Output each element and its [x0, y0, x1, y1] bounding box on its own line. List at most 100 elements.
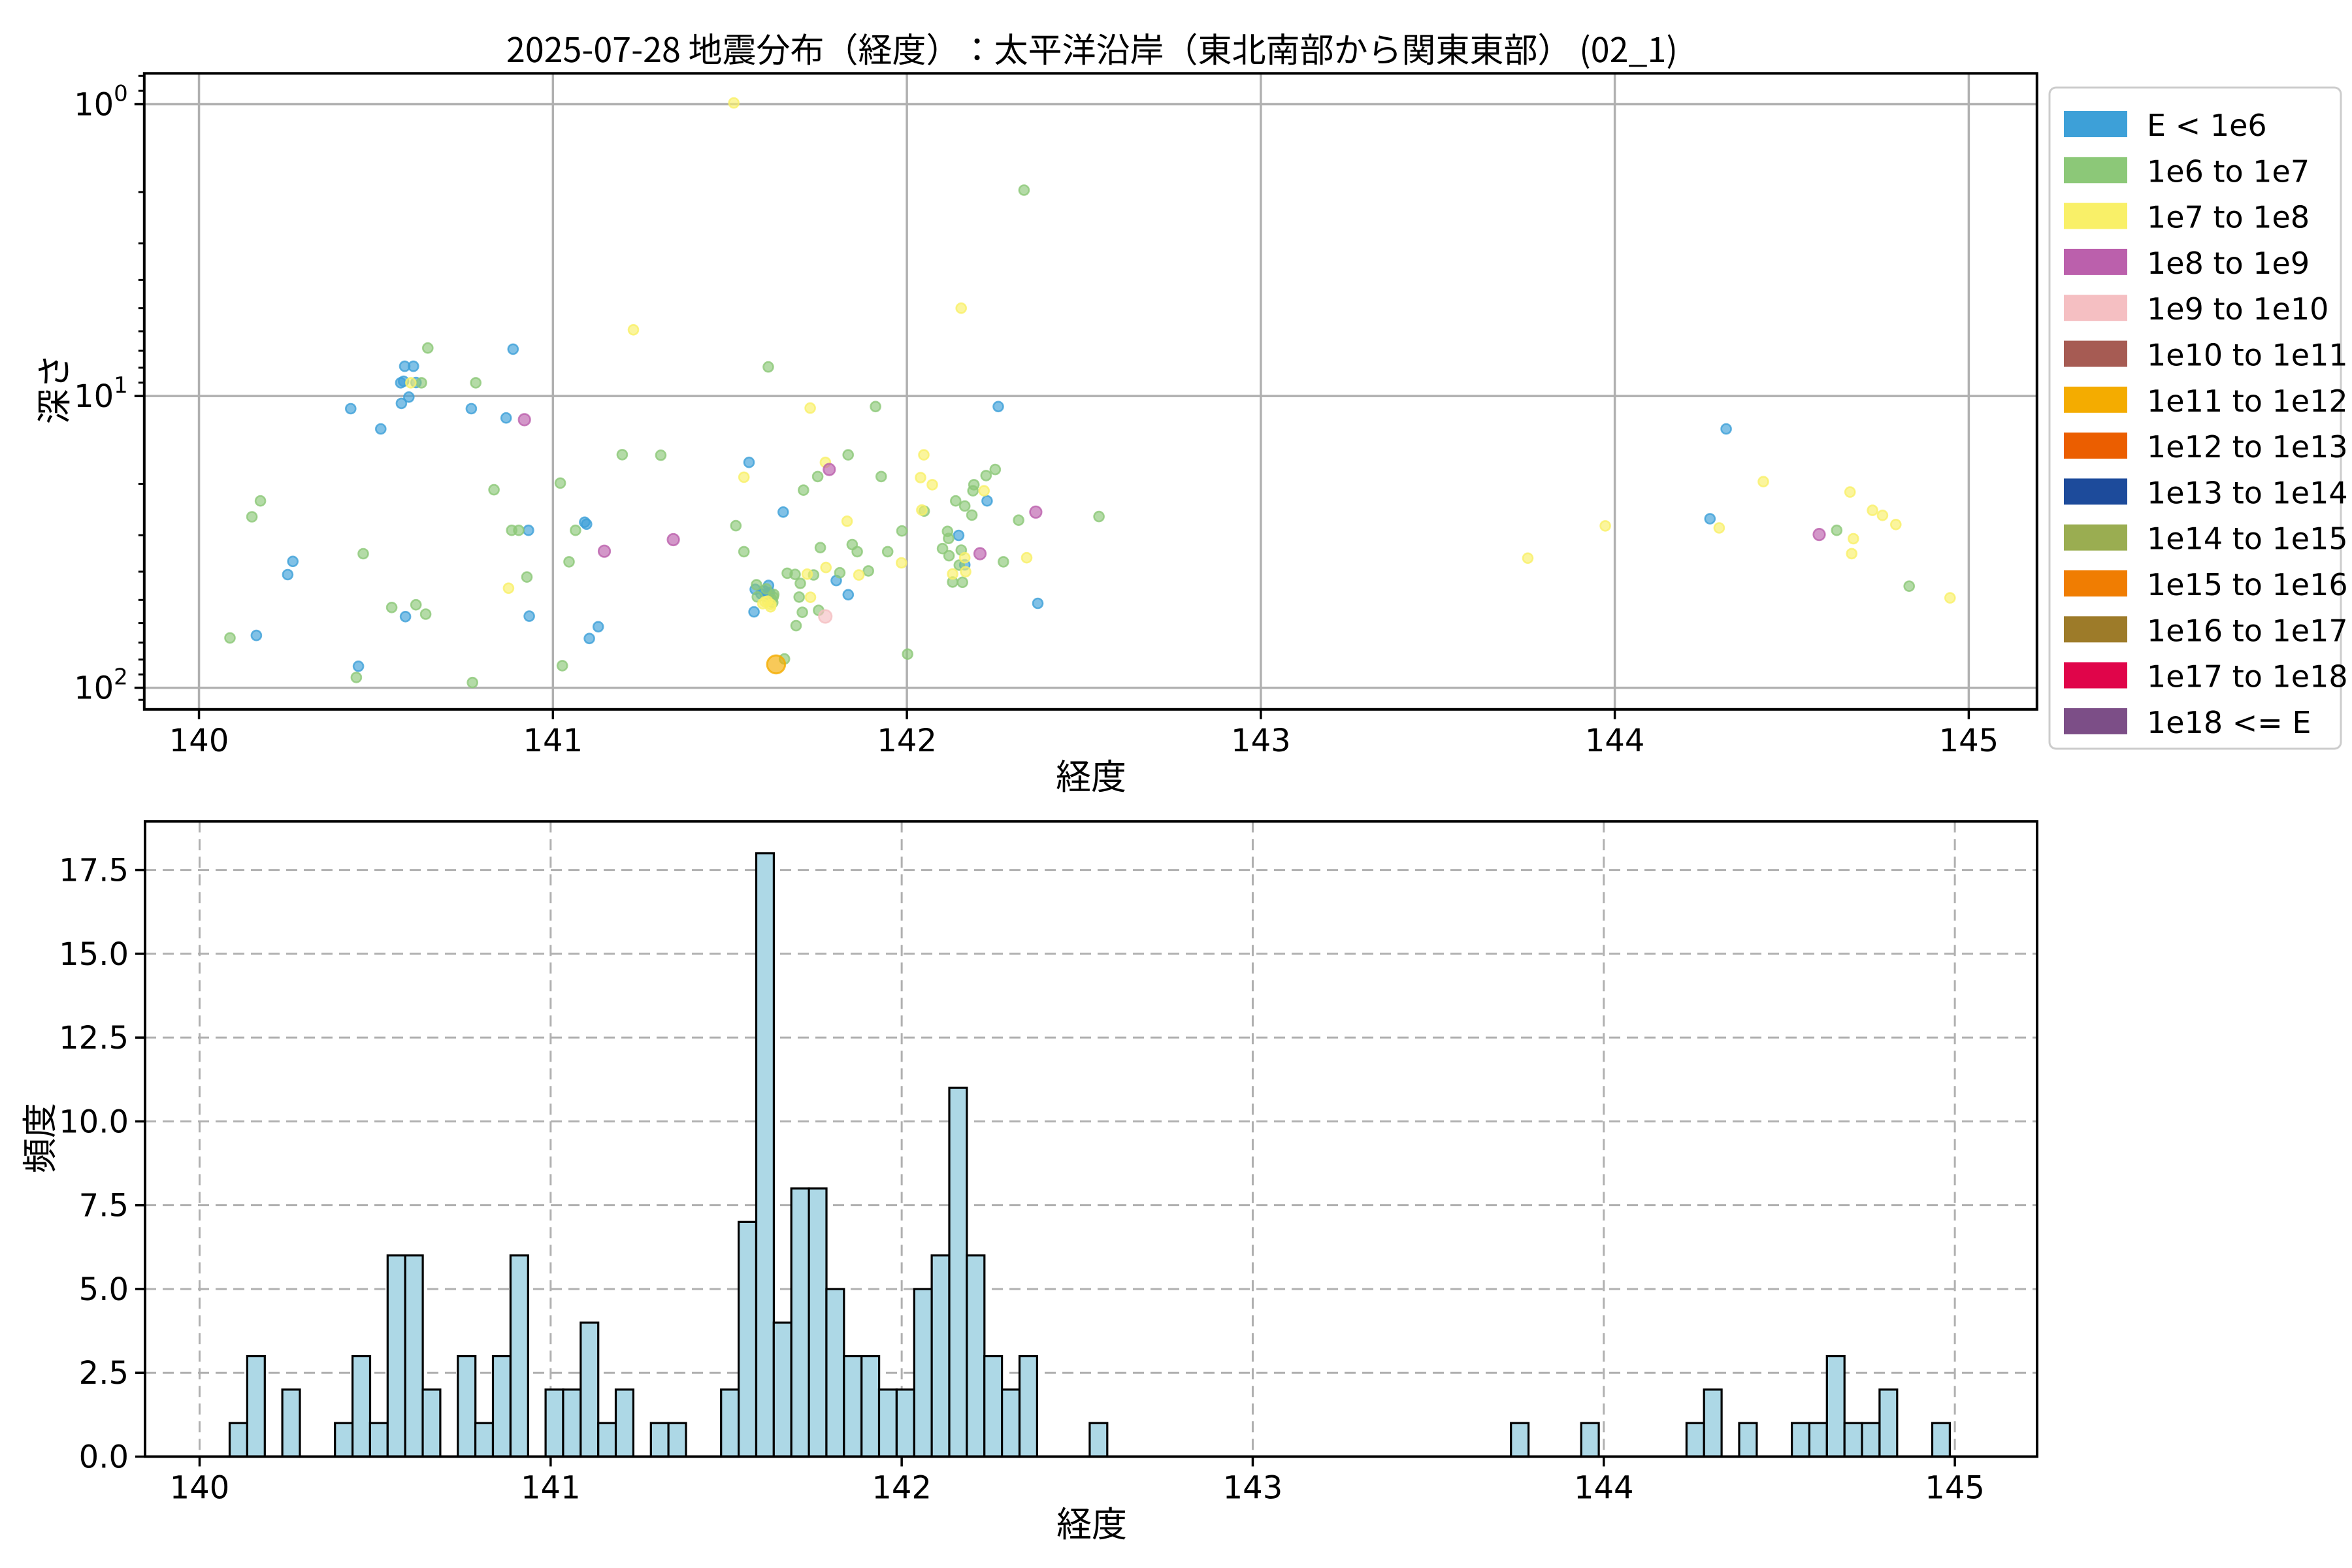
scatter-ticklabels: 140 141 142 143 144 145 100 101 102 [74, 80, 1999, 759]
scatter-point [570, 524, 581, 536]
histogram-bar [246, 1355, 266, 1458]
scatter-point [385, 601, 398, 613]
scatter-point [254, 495, 267, 507]
histogram-xaxis-label-glyphs [1057, 1507, 1126, 1540]
scatter-point [1093, 510, 1105, 523]
histogram-bar [368, 1422, 389, 1458]
histogram-bar [474, 1422, 495, 1458]
histogram-bar [1878, 1388, 1899, 1458]
scatter-point [282, 568, 294, 581]
histogram-bar [457, 1355, 477, 1458]
scatter-point [738, 546, 750, 558]
legend: E < 1e6 1e6 to 1e7 1e7 to 1e8 1e8 to 1e9 1e9… [2048, 86, 2348, 750]
chart-title-glyphs [508, 33, 1675, 69]
ticklabel-x: 140 [169, 723, 229, 759]
ticklabel-y: 12.5 [59, 1020, 129, 1056]
histogram-bar [421, 1388, 442, 1458]
scatter-point [1029, 505, 1043, 519]
histogram-bar [1703, 1388, 1723, 1458]
scatter-point [902, 648, 913, 661]
scatter-point [842, 589, 855, 601]
ticklabel-y: 0.0 [79, 1439, 129, 1476]
scatter-point [796, 606, 808, 619]
scatter-point [794, 578, 806, 589]
scatter-point [762, 361, 774, 373]
legend-label: 1e10 to 1e11 [2147, 338, 2348, 373]
histogram-bar [562, 1388, 582, 1458]
histogram-bar [1825, 1355, 1846, 1458]
histogram-bar [1000, 1388, 1021, 1458]
histogram-bar [649, 1422, 670, 1458]
histogram-bar [580, 1321, 600, 1458]
scatter-point [953, 529, 965, 542]
histogram-bar [843, 1355, 863, 1458]
legend-label: 1e17 to 1e18 [2147, 659, 2348, 694]
histogram-bar [1018, 1355, 1038, 1458]
scatter-point [1021, 551, 1033, 564]
ticklabel-y: 100 [74, 80, 128, 123]
histogram-bar [386, 1254, 406, 1458]
ticklabel-x: 142 [877, 723, 937, 759]
scatter-point [1848, 532, 1859, 545]
scatter-ticks [134, 74, 1970, 719]
ticklabel-x: 144 [1585, 723, 1645, 759]
scatter-point [896, 557, 907, 569]
histogram-bar [860, 1355, 881, 1458]
histogram-bar [509, 1254, 529, 1458]
scatter-point [781, 567, 793, 580]
scatter-point [834, 566, 846, 579]
scatter-point [777, 506, 789, 518]
series-1e9 to 1e10 [818, 609, 833, 624]
scatter-point [804, 591, 817, 604]
series-1e6 to 1e7 [224, 184, 1915, 689]
scatter-point [958, 551, 971, 564]
ticklabel-y: 101 [74, 372, 128, 415]
legend-swatch [2064, 295, 2127, 321]
histogram-bar [877, 1388, 898, 1458]
histogram-bar [1738, 1422, 1758, 1458]
scatter-point [967, 485, 979, 497]
scatter-point [374, 423, 387, 435]
scatter-points [224, 97, 1956, 689]
histogram-bars [228, 852, 1951, 1458]
histogram-bar [966, 1254, 986, 1458]
series-E < 1e6 [250, 343, 1732, 672]
scatter-point [488, 483, 500, 496]
scatter-point [973, 547, 987, 561]
ticklabel-y: 2.5 [79, 1355, 129, 1392]
histogram-bar [895, 1388, 915, 1458]
scatter-point [352, 660, 365, 672]
histogram-bar [737, 1220, 758, 1458]
ticklabel-x: 142 [872, 1470, 932, 1507]
scatter-point [966, 509, 978, 521]
scatter-point [804, 402, 816, 414]
scatter-point [814, 542, 826, 554]
scatter-point [823, 463, 836, 476]
scatter-point [500, 412, 512, 424]
scatter-point [395, 397, 408, 410]
scatter-point [1944, 592, 1956, 604]
scatter-point [881, 546, 894, 558]
scatter-point [407, 360, 419, 372]
scatter-point [470, 377, 482, 389]
scatter-point [915, 472, 926, 483]
scatter-point [616, 449, 629, 461]
scatter-point [592, 621, 604, 633]
histogram-bar [1791, 1422, 1811, 1458]
legend-label: 1e7 to 1e8 [2147, 200, 2310, 235]
scatter-point [421, 342, 434, 354]
scatter-spines [142, 72, 2038, 711]
legend-swatch [2064, 111, 2127, 137]
scatter-point [1599, 520, 1611, 532]
histogram-bar [1808, 1422, 1828, 1458]
histogram-bar [597, 1422, 617, 1458]
scatter-point [465, 402, 478, 415]
scatter-point [748, 606, 760, 618]
scatter-point [896, 525, 908, 537]
scatter-point [513, 524, 525, 536]
scatter-point [523, 610, 535, 622]
histogram-bar [1510, 1422, 1530, 1458]
scatter-point [926, 479, 938, 491]
scatter-point [416, 377, 427, 389]
scatter-point [1720, 423, 1732, 435]
